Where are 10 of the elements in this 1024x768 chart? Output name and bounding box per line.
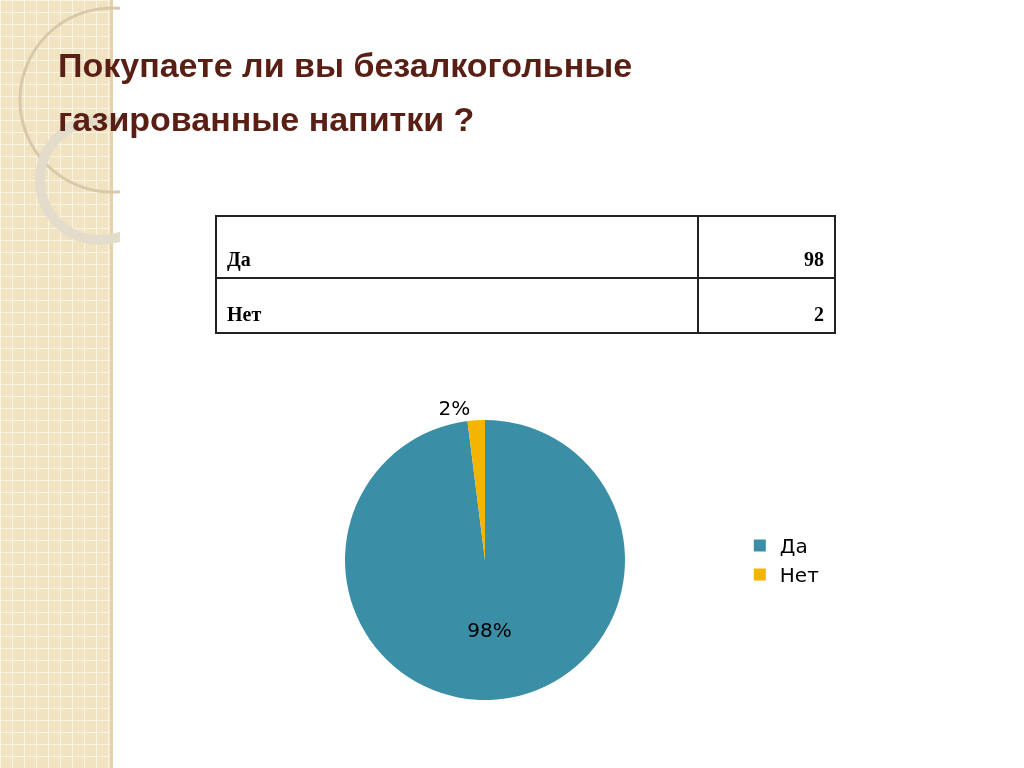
- text: Покупаете ли вы безалкогольные газированные напитки ?: [58, 45, 634, 140]
- data-label: 98%: [467, 617, 512, 642]
- data-label: 2: [698, 278, 835, 333]
- category-label: Да: [216, 216, 698, 278]
- category-label: Нет: [216, 278, 698, 333]
- legend-label: Нет: [779, 563, 820, 588]
- data-label: 98: [698, 216, 835, 278]
- legend-label: Да: [779, 534, 808, 559]
- pie-slice: [345, 420, 625, 700]
- data-label: 2%: [438, 396, 471, 421]
